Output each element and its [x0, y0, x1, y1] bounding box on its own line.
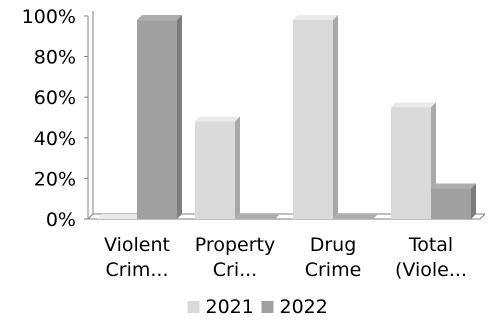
legend-item-2021: 2021 — [187, 296, 254, 318]
bar-2021-0 — [97, 214, 142, 219]
legend-swatch — [187, 301, 200, 313]
legend: 2021 2022 — [187, 296, 328, 318]
x-axis-labels: Violent Crim... Property Cri... Drug Crime Tot… — [104, 234, 467, 281]
y-tick-label: 0% — [46, 209, 76, 231]
bar-2021-3 — [391, 102, 436, 219]
legend-label: 2022 — [280, 296, 328, 318]
y-tick-label: 20% — [34, 168, 76, 190]
y-axis-ticks: 0% 20% 40% 60% 80% 100% — [22, 6, 88, 231]
x-tick-label-3: Total (Viole... — [395, 234, 467, 281]
legend-swatch — [261, 301, 274, 313]
floor-edge — [87, 213, 94, 220]
legend-label: 2021 — [206, 296, 254, 318]
x-tick-label-2: Drug Crime — [305, 234, 362, 281]
y-tick-label: 100% — [22, 6, 76, 28]
bar-2022-1 — [235, 214, 280, 219]
bar-2021-1 — [195, 116, 240, 219]
bar-2022-2 — [333, 214, 378, 219]
y-tick-label: 80% — [34, 47, 76, 69]
bar-2022-0 — [137, 15, 182, 220]
y-tick-label: 40% — [34, 128, 76, 150]
x-tick-label-0: Violent Crim... — [104, 234, 170, 281]
bars — [97, 15, 476, 220]
bar-2021-2 — [293, 15, 338, 220]
x-tick-label-1: Property Cri... — [195, 234, 275, 281]
y-tick-label: 60% — [34, 87, 76, 109]
bar-2022-3 — [431, 183, 476, 219]
legend-item-2022: 2022 — [261, 296, 328, 318]
